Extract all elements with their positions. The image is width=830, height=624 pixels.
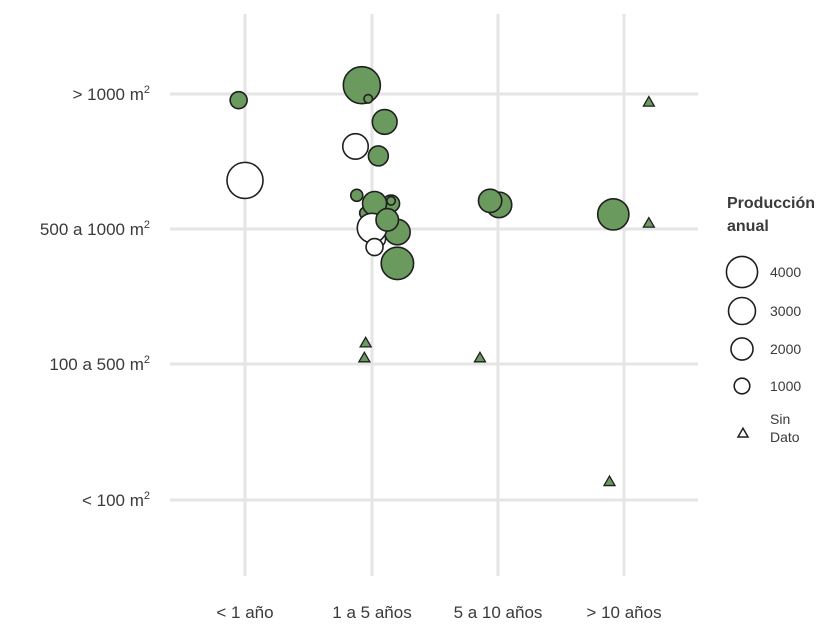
y-tick-label: < 100 m2 <box>82 490 150 510</box>
data-point-filled <box>477 188 503 214</box>
data-point-filled <box>596 197 630 231</box>
no-data-triangle <box>642 95 656 107</box>
legend-size-circle <box>727 296 757 326</box>
data-point-open <box>226 161 264 200</box>
x-tick-label: > 10 años <box>586 603 661 622</box>
data-point-filled <box>371 108 398 136</box>
legend-no-data-triangle <box>736 426 750 438</box>
data-point-filled <box>375 207 400 232</box>
no-data-triangle <box>642 216 656 228</box>
data-point-filled <box>349 188 364 203</box>
data-point-open <box>341 132 370 160</box>
no-data-triangle <box>602 474 617 487</box>
legend: Producción anual 4000 3000 2000 1000 Sin Dato <box>725 195 815 445</box>
data-points <box>226 65 656 487</box>
x-tick-label: 5 a 10 años <box>454 603 543 622</box>
grid <box>170 14 698 576</box>
data-point-filled <box>363 93 374 104</box>
legend-size-label: 3000 <box>770 303 801 319</box>
legend-size-label: 1000 <box>770 378 801 394</box>
y-tick-label: > 1000 m2 <box>73 84 150 104</box>
data-point-filled <box>380 246 415 281</box>
no-data-triangle <box>359 336 373 348</box>
legend-size-label: 4000 <box>770 264 801 280</box>
data-point-filled <box>229 90 248 110</box>
data-point-filled <box>367 145 390 167</box>
legend-size-label: 2000 <box>770 341 801 357</box>
no-data-triangle <box>357 350 372 363</box>
legend-size-circle <box>725 255 759 289</box>
legend-no-data-label: Dato <box>770 429 800 445</box>
x-tick-label: 1 a 5 años <box>332 603 411 622</box>
legend-size-circle <box>730 337 754 361</box>
legend-title-line: Producción <box>727 195 815 212</box>
legend-no-data-label: Sin <box>770 411 790 427</box>
y-tick-label: 100 a 500 m2 <box>49 354 150 374</box>
data-point-filled <box>386 195 397 206</box>
legend-title-line: anual <box>727 218 769 235</box>
no-data-triangle <box>473 350 487 363</box>
y-tick-label: 500 a 1000 m2 <box>40 219 150 239</box>
y-axis-ticks: < 100 m2 100 a 500 m2 500 a 1000 m2 > 1000 … <box>40 84 150 510</box>
data-point-filled <box>342 65 382 105</box>
x-tick-label: < 1 año <box>216 603 273 622</box>
legend-size-circle <box>733 377 751 395</box>
x-axis-ticks: < 1 año 1 a 5 años 5 a 10 años > 10 años <box>216 603 661 622</box>
data-point-open <box>365 237 384 257</box>
